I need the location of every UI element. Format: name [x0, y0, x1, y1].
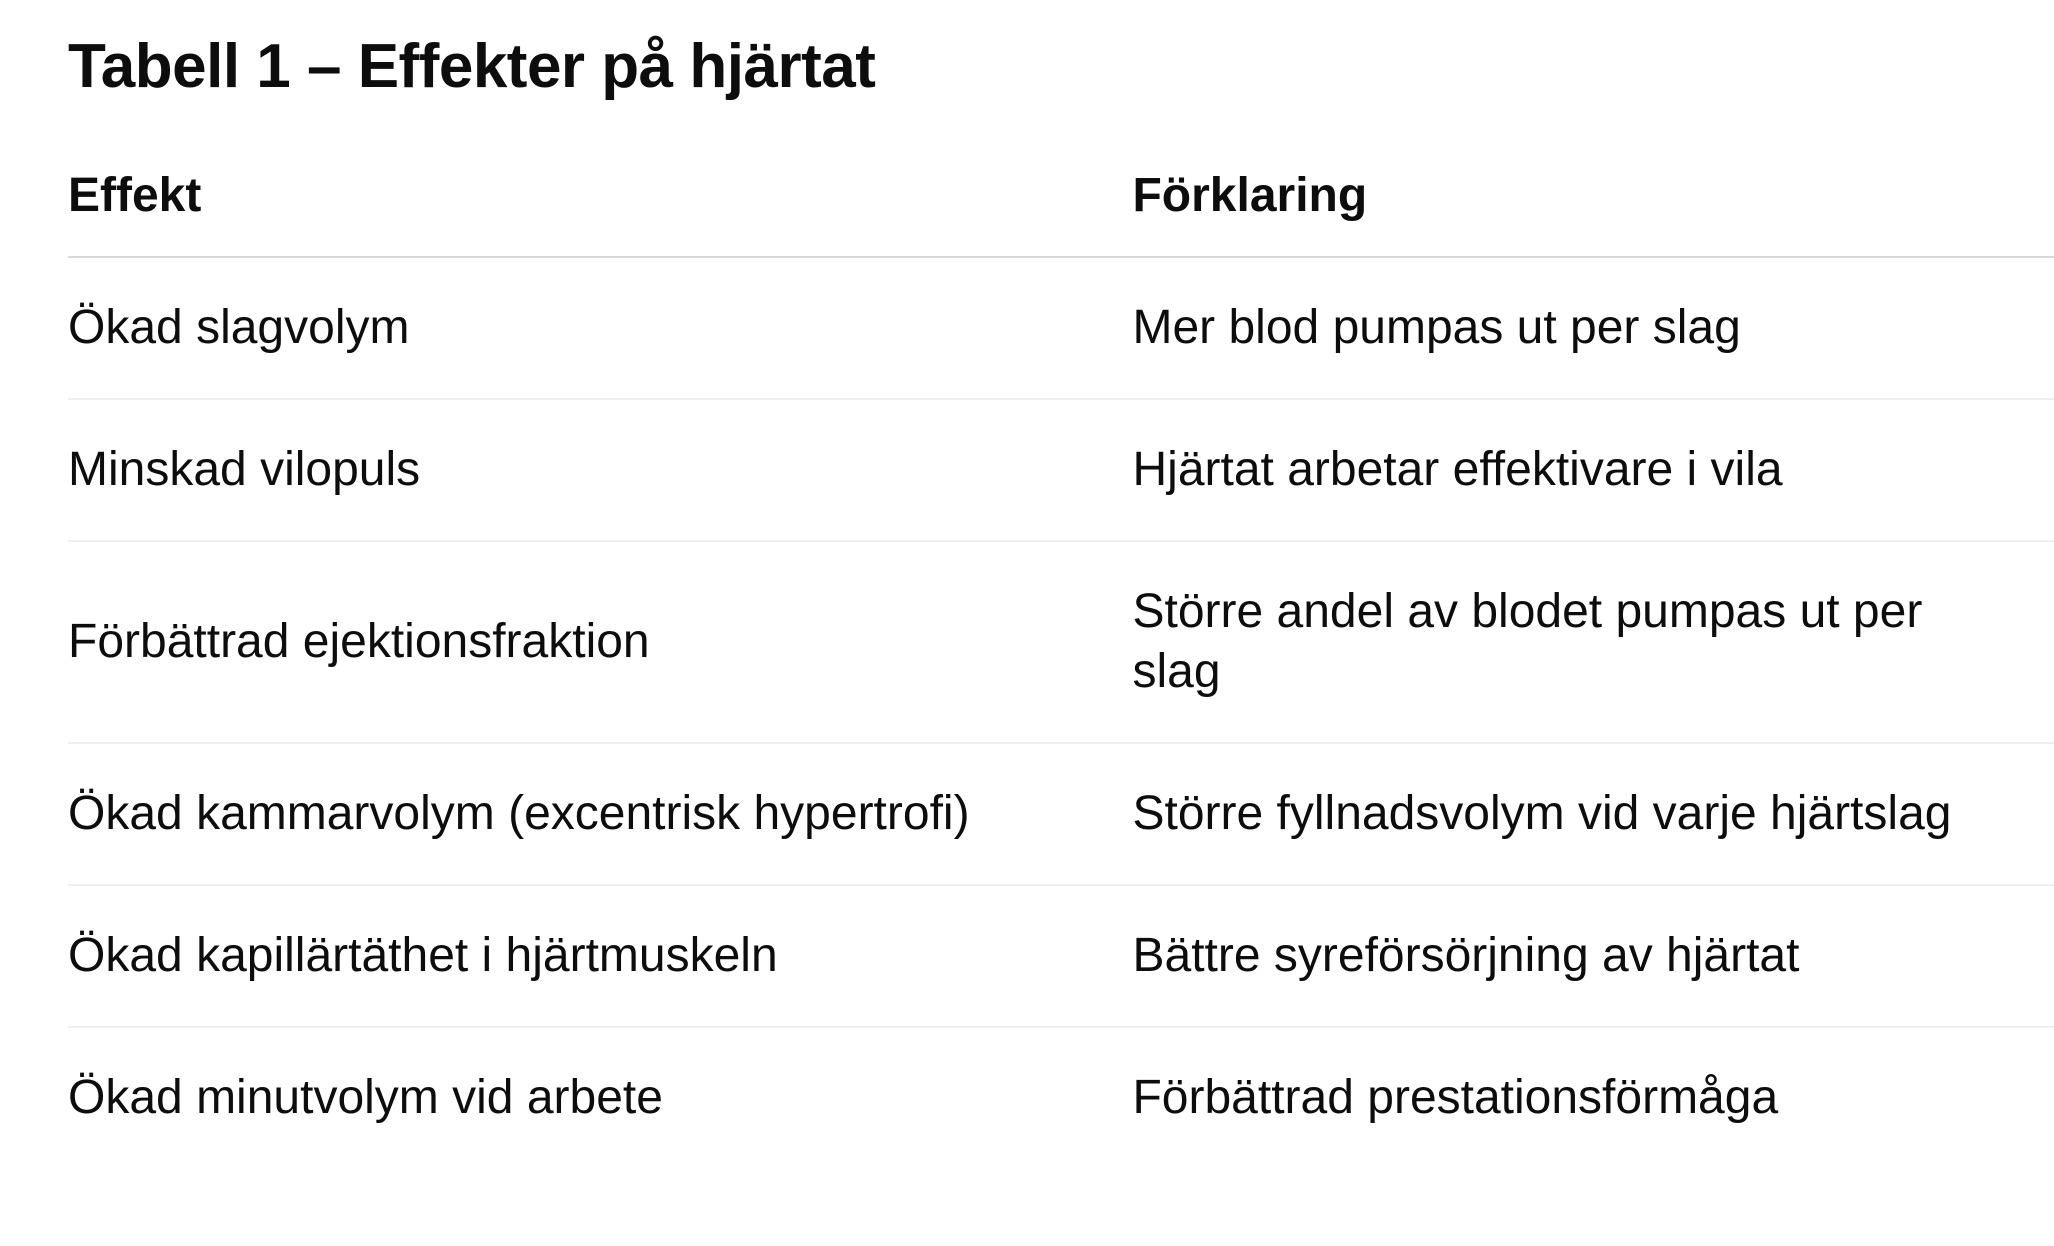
cell-forklaring: Mer blod pumpas ut per slag	[1132, 301, 1741, 355]
cell-forklaring: Större andel av blodet pumpas ut per sla…	[1132, 585, 1923, 699]
table-row: Ökad kammarvolym (excentrisk hypertrofi)…	[68, 744, 2054, 887]
column-header-effekt: Effekt	[68, 169, 202, 223]
effects-table: Effekt Förklaring Ökad slagvolym Mer blo…	[68, 104, 2054, 1168]
table-row: Ökad slagvolym Mer blod pumpas ut per sl…	[68, 258, 2054, 401]
cell-effekt: Ökad slagvolym	[68, 301, 410, 355]
table-header-row: Effekt Förklaring	[68, 104, 2054, 259]
cell-forklaring: Bättre syreförsörjning av hjärtat	[1132, 929, 1800, 983]
cell-forklaring: Större fyllnadsvolym vid varje hjärtslag	[1132, 787, 1952, 841]
table-row: Ökad kapillärtäthet i hjärtmuskeln Bättr…	[68, 886, 2054, 1029]
table-row: Ökad minutvolym vid arbete Förbättrad pr…	[68, 1028, 2054, 1168]
cell-forklaring: Förbättrad prestationsförmåga	[1132, 1071, 1779, 1125]
column-header-forklaring: Förklaring	[1132, 169, 1368, 223]
cell-effekt: Minskad vilopuls	[68, 443, 421, 497]
cell-effekt: Ökad kapillärtäthet i hjärtmuskeln	[68, 929, 778, 983]
cell-effekt: Ökad kammarvolym (excentrisk hypertrofi)	[68, 787, 970, 841]
cell-effekt: Ökad minutvolym vid arbete	[68, 1071, 663, 1125]
cell-forklaring: Hjärtat arbetar effektivare i vila	[1132, 443, 1783, 497]
page-title: Tabell 1 – Effekter på hjärtat	[68, 32, 876, 101]
document-page: Tabell 1 – Effekter på hjärtat Effekt Fö…	[68, 32, 2054, 1168]
table-row: Minskad vilopuls Hjärtat arbetar effekti…	[68, 400, 2054, 543]
cell-effekt: Förbättrad ejektionsfraktion	[68, 615, 650, 669]
table-row: Förbättrad ejektionsfraktion Större ande…	[68, 542, 2054, 745]
